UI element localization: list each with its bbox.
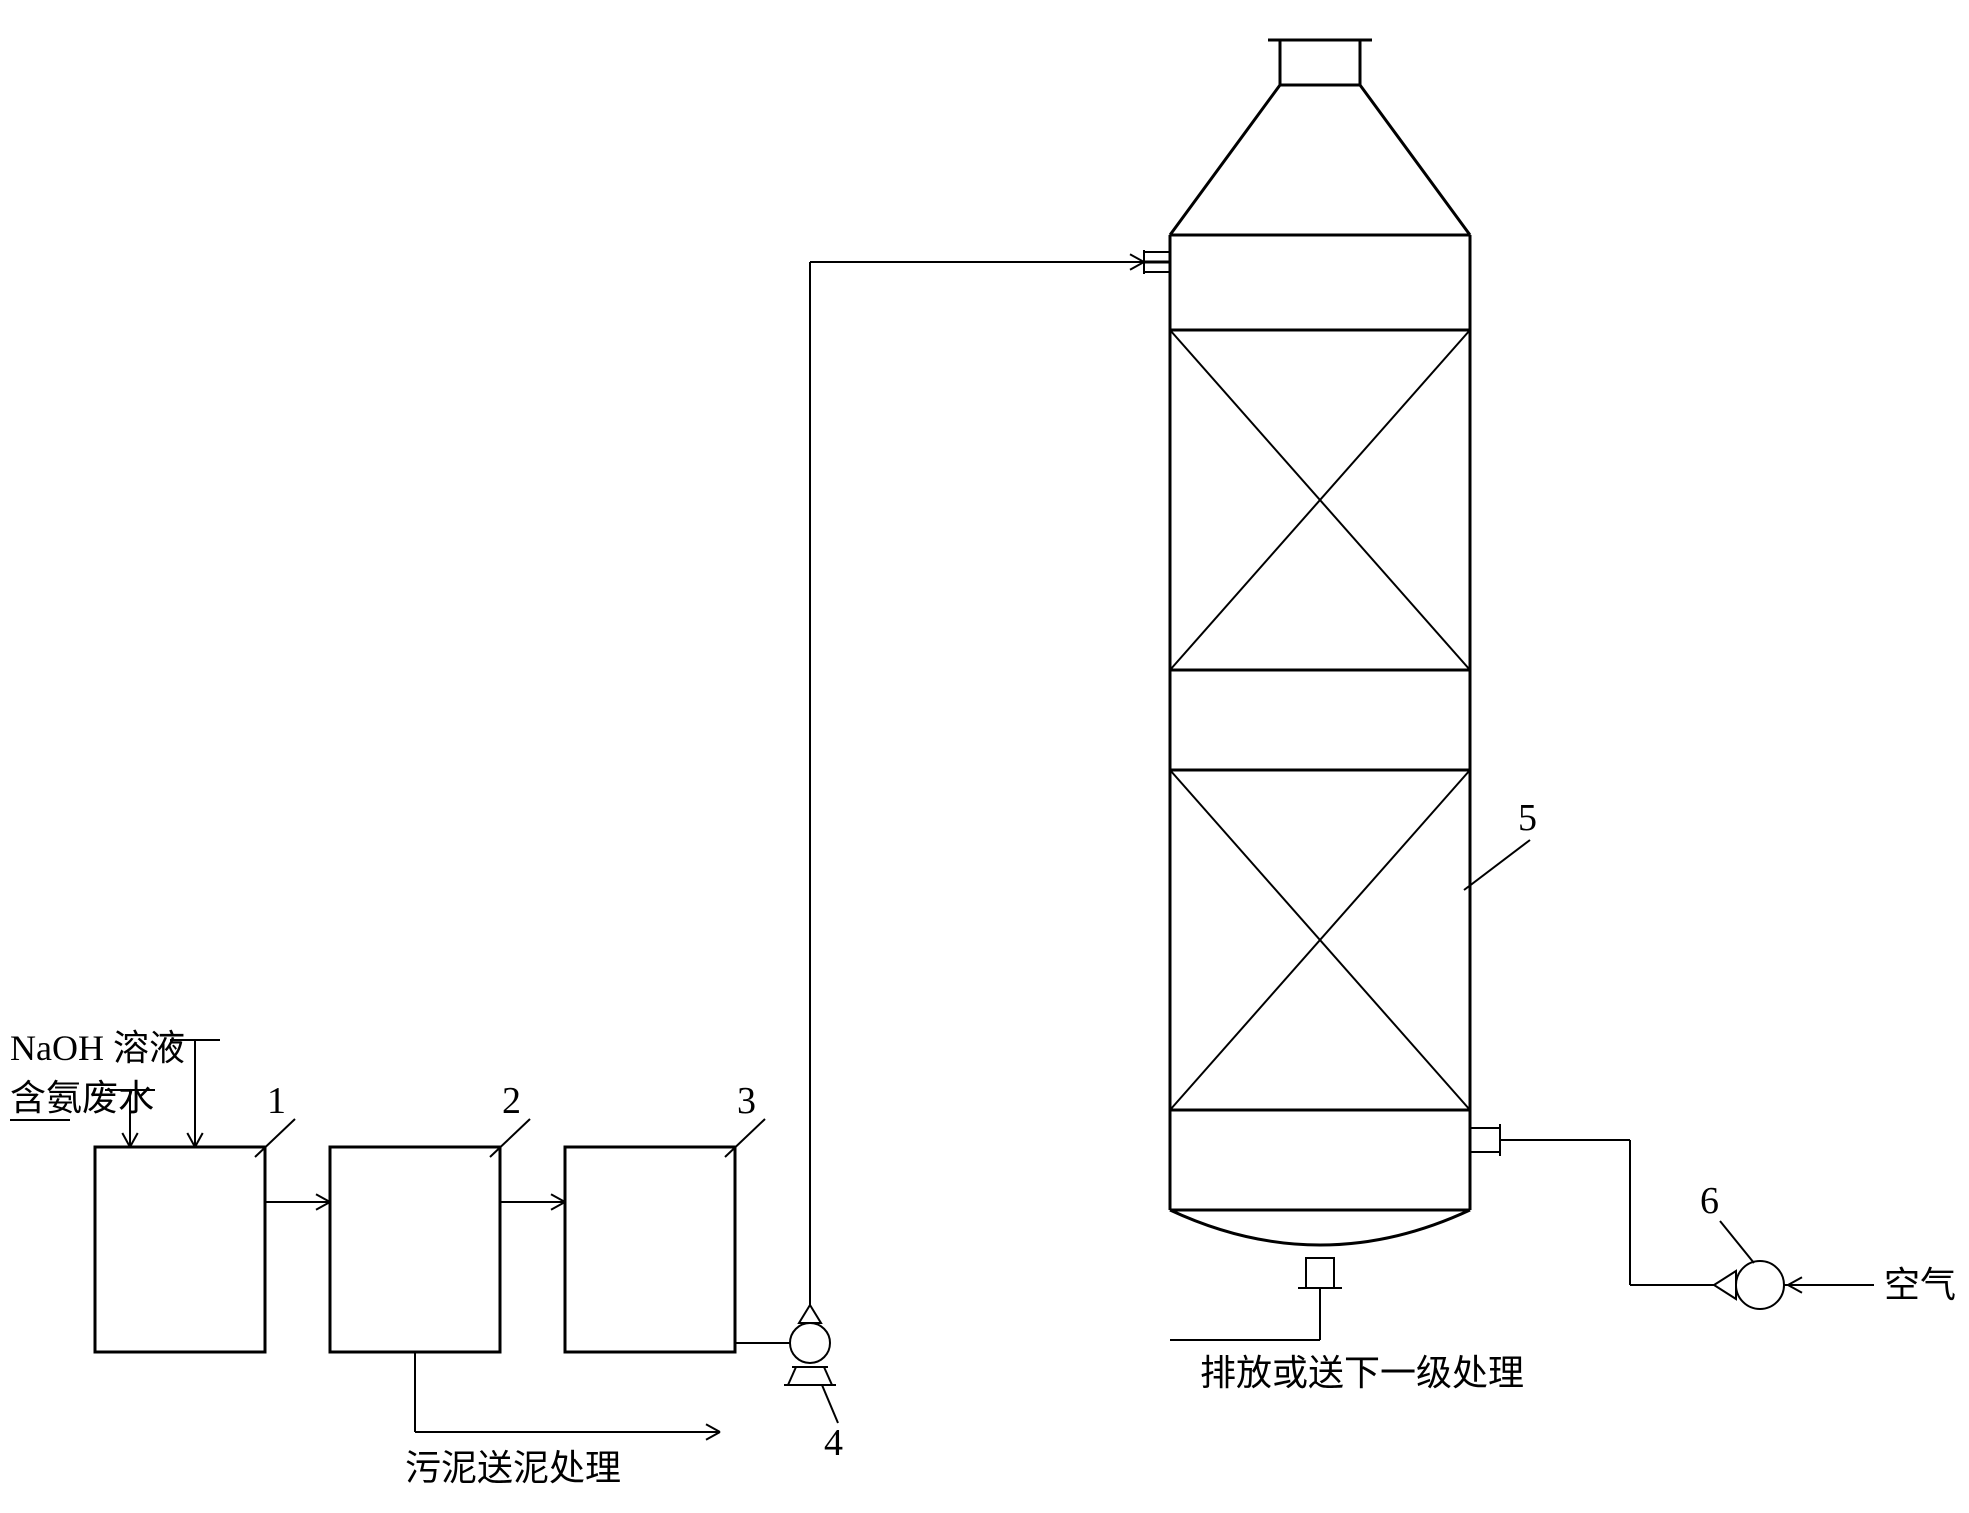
label-sludge: 污泥送泥处理 [405,1448,621,1488]
label-wastewater: 含氨废水 [10,1078,154,1118]
label-2: 2 [502,1080,521,1122]
label-1: 1 [267,1080,286,1122]
label-discharge: 排放或送下一级处理 [1200,1353,1524,1393]
label-naoh: NaOH 溶液 [10,1028,185,1068]
label-4: 4 [824,1422,843,1464]
label-air: 空气 [1884,1265,1956,1305]
label-5: 5 [1518,797,1537,839]
label-6: 6 [1700,1180,1719,1222]
label-3: 3 [737,1080,756,1122]
